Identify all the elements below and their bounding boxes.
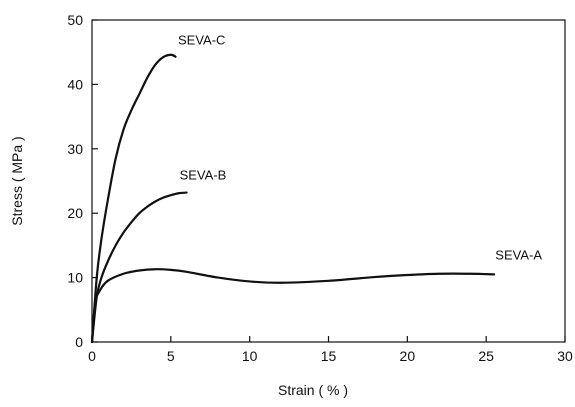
x-tick-label: 20 xyxy=(400,348,416,364)
x-tick-label: 5 xyxy=(167,348,175,364)
x-tick-label: 0 xyxy=(88,348,96,364)
x-tick-label: 30 xyxy=(557,348,573,364)
series-line-seva-b xyxy=(90,191,188,344)
series-label-seva-c: SEVA-C xyxy=(178,33,225,48)
x-tick-label: 25 xyxy=(478,348,494,364)
x-tick-label: 15 xyxy=(321,348,337,364)
y-tick-label: 20 xyxy=(67,205,83,221)
series-curves xyxy=(90,53,496,344)
y-tick-label: 10 xyxy=(67,270,83,286)
y-tick-label: 40 xyxy=(67,76,83,92)
series-line-seva-a xyxy=(90,268,496,344)
plot-frame xyxy=(91,19,566,343)
axis-ticks: 0 5 10 15 20 25 30 0 10 20 30 40 50 xyxy=(67,12,573,364)
y-axis-label: Stress ( MPa ) xyxy=(9,136,25,225)
x-tick-label: 10 xyxy=(242,348,258,364)
y-tick-label: 0 xyxy=(75,334,83,350)
x-axis-label: Strain ( % ) xyxy=(278,382,348,398)
y-tick-label: 50 xyxy=(67,12,83,28)
series-labels: SEVA-A SEVA-B SEVA-C xyxy=(178,33,542,263)
series-label-seva-a: SEVA-A xyxy=(495,247,542,262)
y-tick-label: 30 xyxy=(67,141,83,157)
series-label-seva-b: SEVA-B xyxy=(180,168,227,183)
series-line-seva-c xyxy=(90,53,177,344)
